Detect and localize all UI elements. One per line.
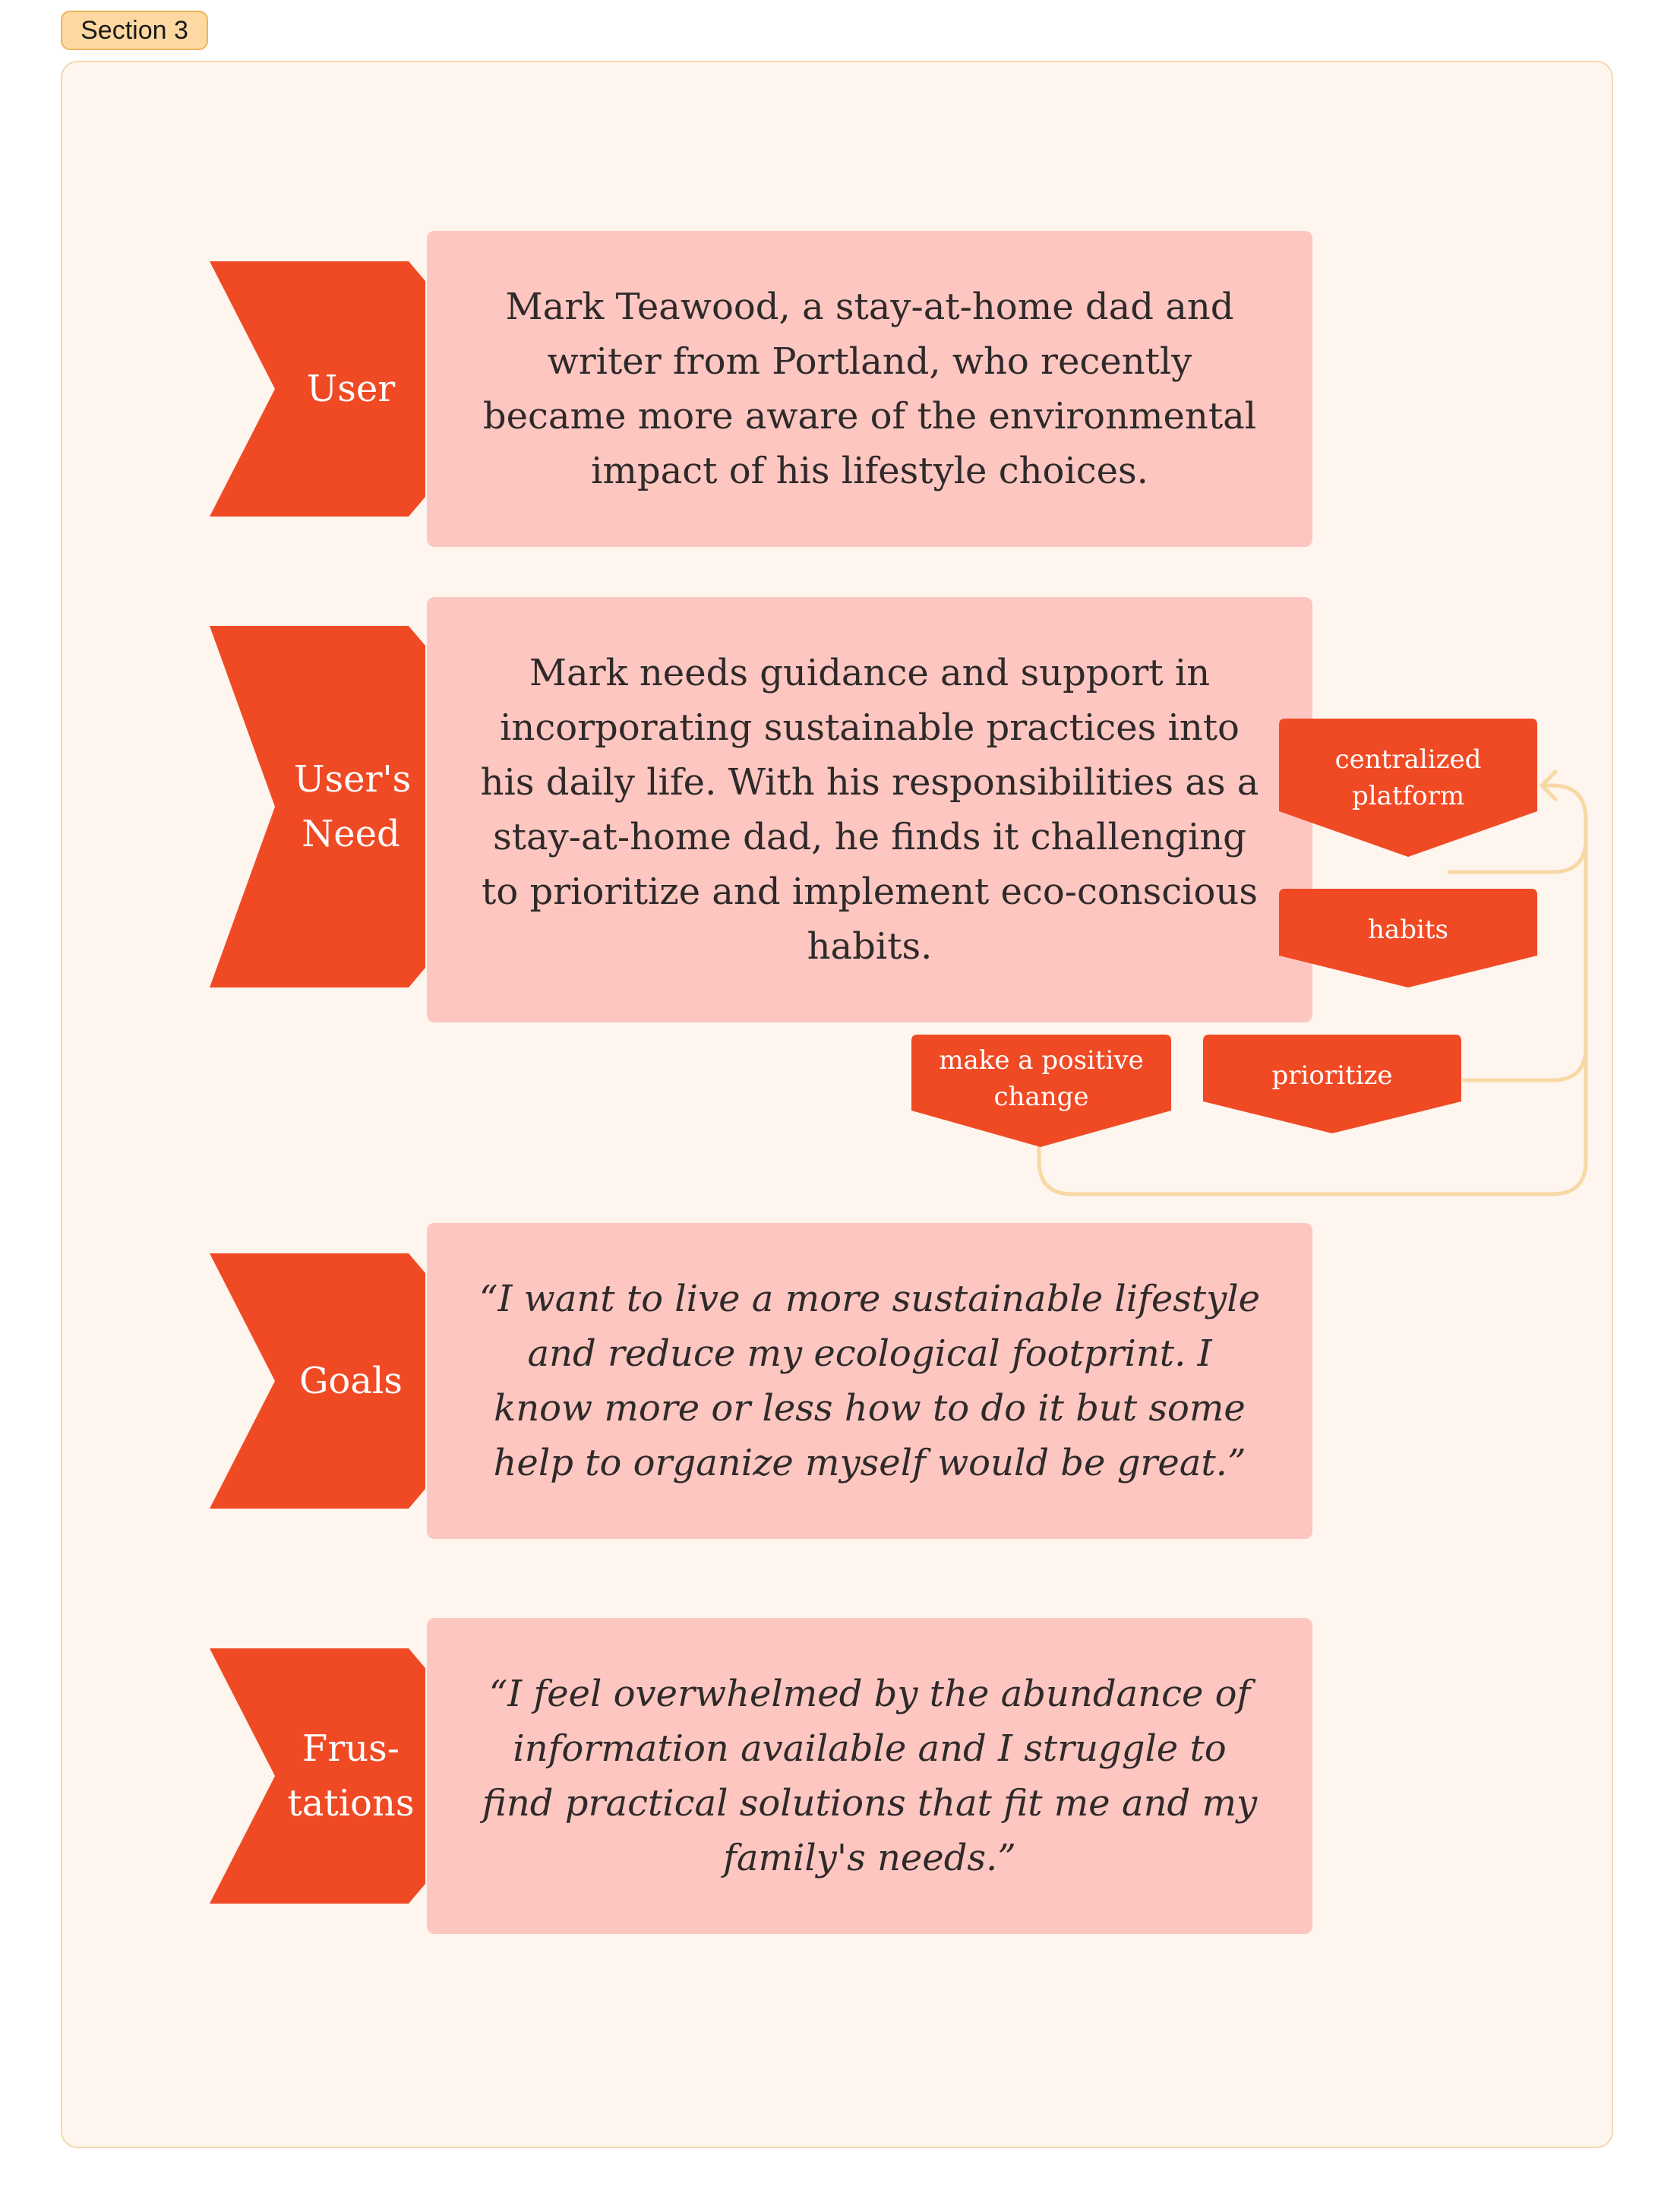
tag-prioritize-label: prioritize — [1271, 1060, 1393, 1091]
user-need-label-text: User's Need — [294, 758, 412, 855]
frustrations-label-text: Frus-tations — [287, 1727, 415, 1825]
tag-centralized-platform[interactable]: centralized platform — [1279, 719, 1537, 857]
tag-make-positive-change[interactable]: make a positive change — [911, 1035, 1171, 1147]
frustrations-label: Frus-tations — [205, 1648, 430, 1904]
goals-card: “I want to live a more sustainable lifes… — [427, 1223, 1312, 1539]
user-need-description: Mark needs guidance and support in incor… — [480, 652, 1259, 968]
user-need-card: Mark needs guidance and support in incor… — [427, 597, 1312, 1022]
goals-label-chevron: Goals — [205, 1253, 430, 1509]
tag-centralized-platform-label: centralized platform — [1334, 744, 1482, 811]
user-need-label: User's Need — [205, 626, 430, 988]
tag-habits-label: habits — [1368, 915, 1448, 945]
section-label[interactable]: Section 3 — [61, 11, 208, 50]
goals-label: Goals — [299, 1360, 403, 1402]
frustrations-label-chevron: Frus-tations — [205, 1648, 430, 1904]
frustrations-card: “I feel overwhelmed by the abundance of … — [427, 1618, 1312, 1934]
user-card: Mark Teawood, a stay-at-home dad and wri… — [427, 231, 1312, 547]
tag-habits[interactable]: habits — [1279, 889, 1537, 988]
user-need-label-chevron: User's Need — [205, 626, 430, 988]
user-label-chevron: User — [205, 261, 430, 517]
goals-quote: “I want to live a more sustainable lifes… — [478, 1278, 1261, 1484]
tag-make-positive-change-label: make a positive change — [939, 1045, 1144, 1112]
user-description: Mark Teawood, a stay-at-home dad and wri… — [482, 286, 1257, 492]
tag-prioritize[interactable]: prioritize — [1203, 1035, 1461, 1133]
user-label: User — [306, 368, 396, 410]
frustrations-quote: “I feel overwhelmed by the abundance of … — [482, 1673, 1258, 1879]
